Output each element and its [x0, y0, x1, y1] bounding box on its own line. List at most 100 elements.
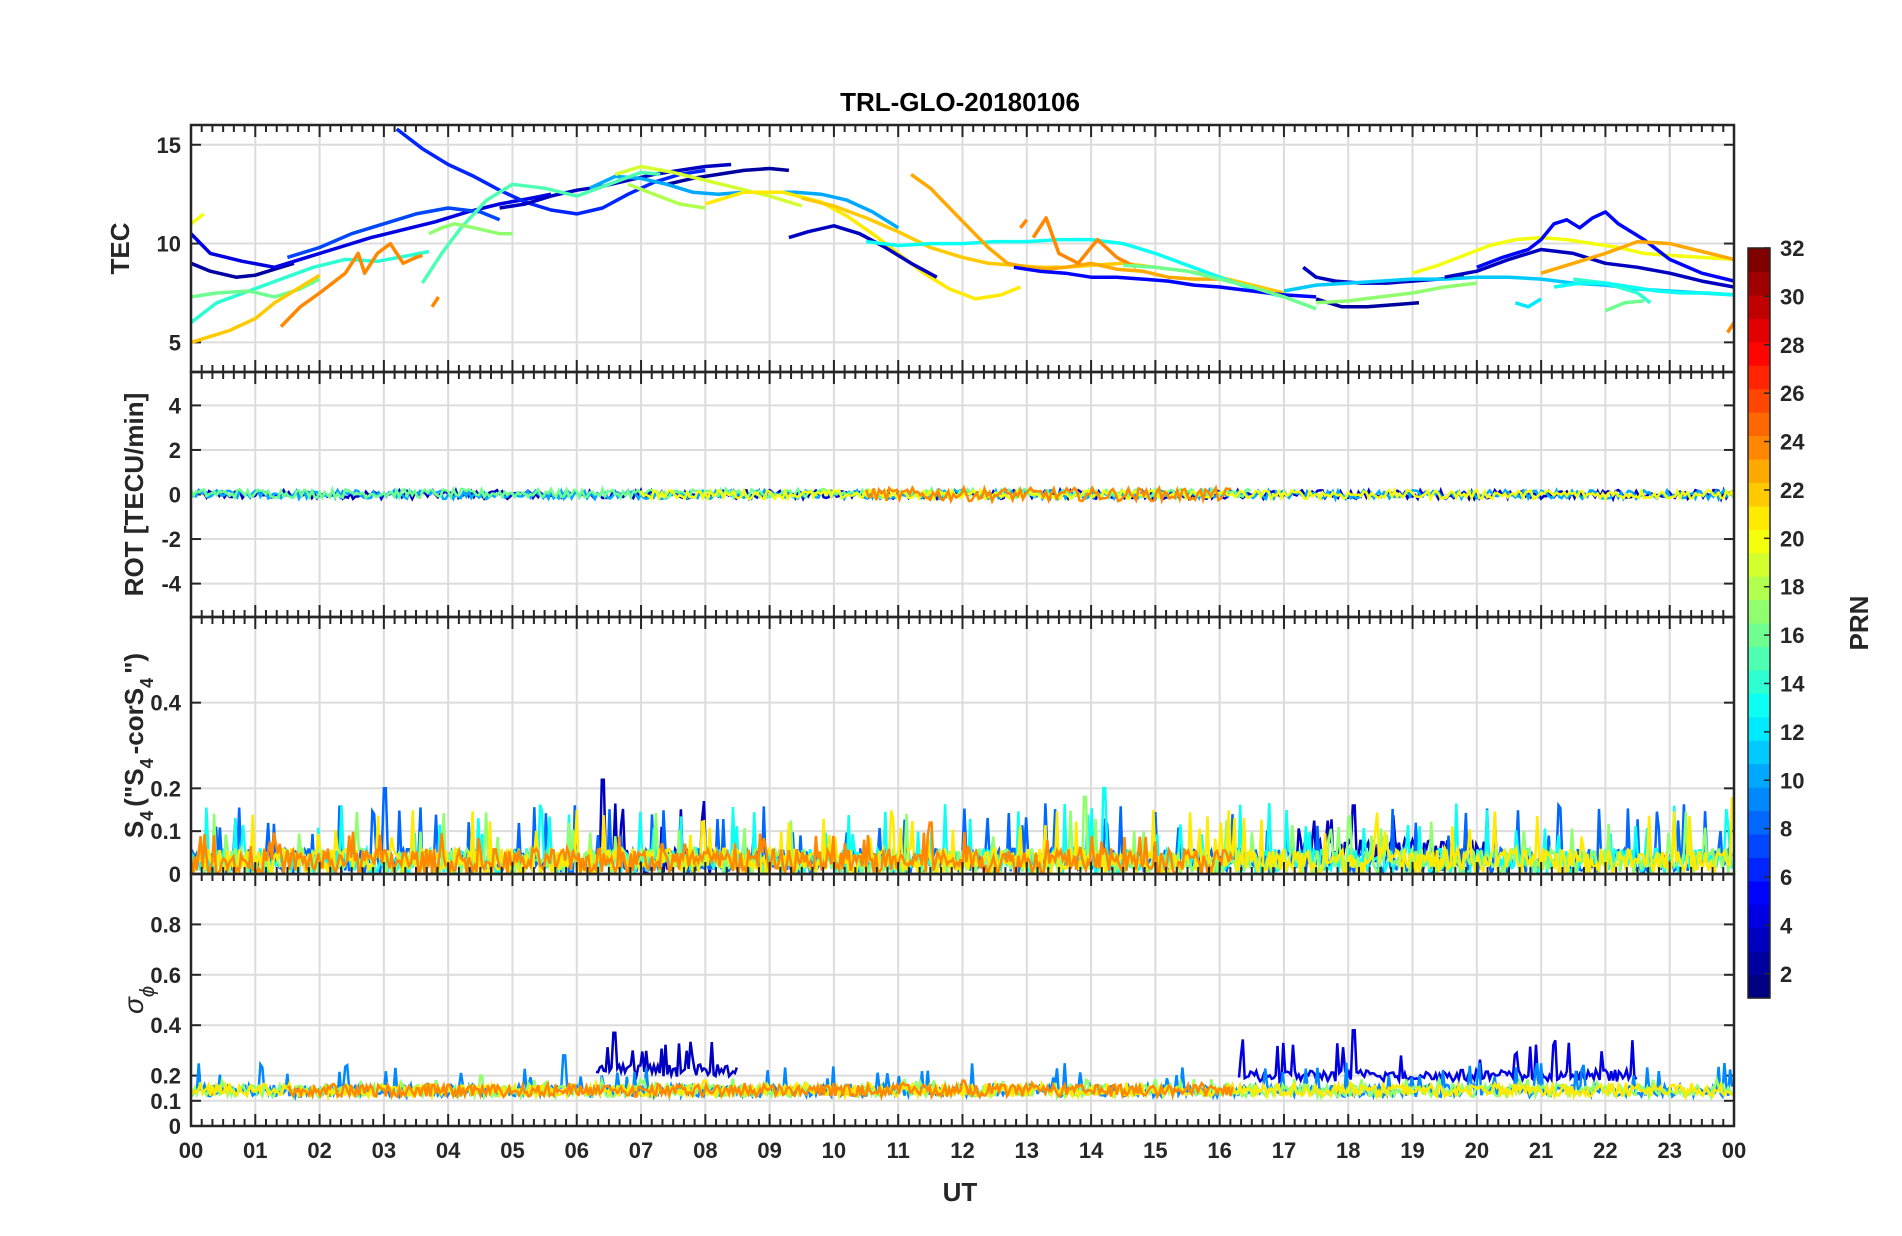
- colorbar-segment: [1748, 341, 1770, 366]
- colorbar-segment: [1748, 669, 1770, 694]
- y-tick-label: 10: [157, 232, 181, 257]
- y-tick-label: 15: [157, 133, 181, 158]
- tec-series-line: [627, 182, 706, 210]
- x-tick-label: 04: [436, 1138, 461, 1163]
- series-group-sigma: [191, 1028, 1734, 1102]
- x-tick-label: 09: [757, 1138, 781, 1163]
- x-tick-label: 01: [243, 1138, 267, 1163]
- x-tick-label: 23: [1657, 1138, 1681, 1163]
- x-tick-label: 22: [1593, 1138, 1617, 1163]
- colorbar-segment: [1748, 248, 1770, 273]
- tec-series-line: [1411, 235, 1734, 275]
- colorbar-tick-label: 32: [1780, 236, 1804, 261]
- colorbar-segment: [1748, 388, 1770, 413]
- tec-series-line: [428, 222, 513, 236]
- tec-series-line: [1553, 281, 1734, 297]
- y-tick-label: 2: [169, 438, 181, 463]
- x-tick-label: 06: [565, 1138, 589, 1163]
- colorbar-segment: [1748, 763, 1770, 788]
- x-tick-label: 11: [887, 1138, 910, 1163]
- x-axis-label: UT: [943, 1177, 978, 1207]
- y-axis-label-part: -corS: [119, 688, 149, 754]
- colorbar-tick-label: 4: [1780, 913, 1793, 938]
- colorbar-segment: [1748, 951, 1770, 976]
- colorbar-segment: [1748, 646, 1770, 671]
- x-tick-label: 18: [1336, 1138, 1360, 1163]
- colorbar-tick-label: 26: [1780, 381, 1804, 406]
- tec-series-line: [420, 170, 661, 285]
- y-axis-label-part: S: [119, 821, 149, 838]
- y-tick-label: 5: [169, 330, 181, 355]
- y-axis-label-sigma: σϕ: [118, 986, 159, 1014]
- x-tick-label: 19: [1400, 1138, 1424, 1163]
- tec-series-line: [191, 249, 430, 324]
- tec-series-line: [191, 192, 552, 270]
- x-tick-label: 08: [693, 1138, 717, 1163]
- tec-series-line: [279, 241, 423, 328]
- x-tick-label: 17: [1272, 1138, 1296, 1163]
- colorbar-tick-label: 12: [1780, 720, 1804, 745]
- colorbar-segment: [1748, 482, 1770, 507]
- colorbar-segment: [1748, 880, 1770, 905]
- colorbar-segment: [1748, 904, 1770, 929]
- y-axis-label-part: σ: [118, 996, 149, 1014]
- colorbar-tick-label: 20: [1780, 526, 1804, 551]
- colorbar-segment: [1748, 412, 1770, 437]
- x-tick-label: 15: [1143, 1138, 1167, 1163]
- rot-series-line: [864, 484, 1232, 506]
- colorbar-tick-label: 28: [1780, 333, 1804, 358]
- panel-rot: -4 -2 0 2 4 ROT [TECU/min]: [119, 370, 1736, 619]
- x-tick-label: 03: [372, 1138, 396, 1163]
- y-tick-label: 4: [169, 393, 182, 418]
- colorbar-segment: [1748, 529, 1770, 554]
- y-axis-label-part: ϕ: [137, 986, 159, 997]
- y-tick-label: 0.8: [150, 912, 181, 937]
- tec-series-line: [1476, 210, 1734, 283]
- tec-series-line: [1019, 218, 1029, 229]
- x-tick-label: 12: [950, 1138, 974, 1163]
- colorbar-segment: [1748, 740, 1770, 765]
- x-tick-label: 02: [307, 1138, 331, 1163]
- tec-series-line: [1315, 297, 1420, 309]
- colorbar-tick-label: 22: [1780, 478, 1804, 503]
- colorbar-segment: [1748, 458, 1770, 483]
- tec-series-line: [1031, 216, 1137, 269]
- colorbar-segment: [1748, 271, 1770, 296]
- y-tick-label: -2: [161, 527, 181, 552]
- y-tick-label: 0: [169, 1114, 181, 1139]
- colorbar-segment: [1748, 318, 1770, 343]
- colorbar-label: PRN: [1844, 596, 1874, 651]
- colorbar-segment: [1748, 435, 1770, 460]
- x-tick-label: 16: [1207, 1138, 1231, 1163]
- x-tick-label: 07: [629, 1138, 653, 1163]
- tec-series-line: [1013, 265, 1317, 299]
- panel-s4: 00.10.20.4S4("S4-corS4"): [119, 615, 1736, 887]
- tec-series-line: [614, 164, 803, 208]
- colorbar-tick-label: 16: [1780, 623, 1804, 648]
- colorbar-segment: [1748, 505, 1770, 530]
- tec-series-line: [191, 261, 295, 279]
- colorbar-tick-label: 14: [1780, 671, 1805, 696]
- panel-tec: 5 10 15 TEC: [105, 123, 1736, 374]
- colorbar-segment: [1748, 623, 1770, 648]
- x-tick-label: 21: [1529, 1138, 1553, 1163]
- colorbar-tick-label: 8: [1780, 817, 1792, 842]
- series-group-rot: [191, 484, 1734, 506]
- colorbar-tick-label: 30: [1780, 284, 1804, 309]
- tec-series-line: [1573, 277, 1652, 305]
- tec-series-line: [1514, 297, 1543, 309]
- y-tick-label: 0: [169, 483, 181, 508]
- colorbar-segment: [1748, 599, 1770, 624]
- colorbar-tick-label: 6: [1780, 865, 1792, 890]
- colorbar-segment: [1748, 576, 1770, 601]
- y-axis-label-part: 4: [137, 758, 157, 768]
- panel-frame: [189, 872, 1736, 1128]
- tec-series-line: [666, 166, 790, 187]
- tec-series-line: [865, 237, 1285, 299]
- sigma-series-line: [595, 1031, 738, 1081]
- colorbar-tick-label: 24: [1780, 430, 1805, 455]
- x-tick-label: 20: [1465, 1138, 1489, 1163]
- y-tick-label: 0.2: [150, 1064, 181, 1089]
- y-tick-label: 0.1: [150, 1089, 181, 1114]
